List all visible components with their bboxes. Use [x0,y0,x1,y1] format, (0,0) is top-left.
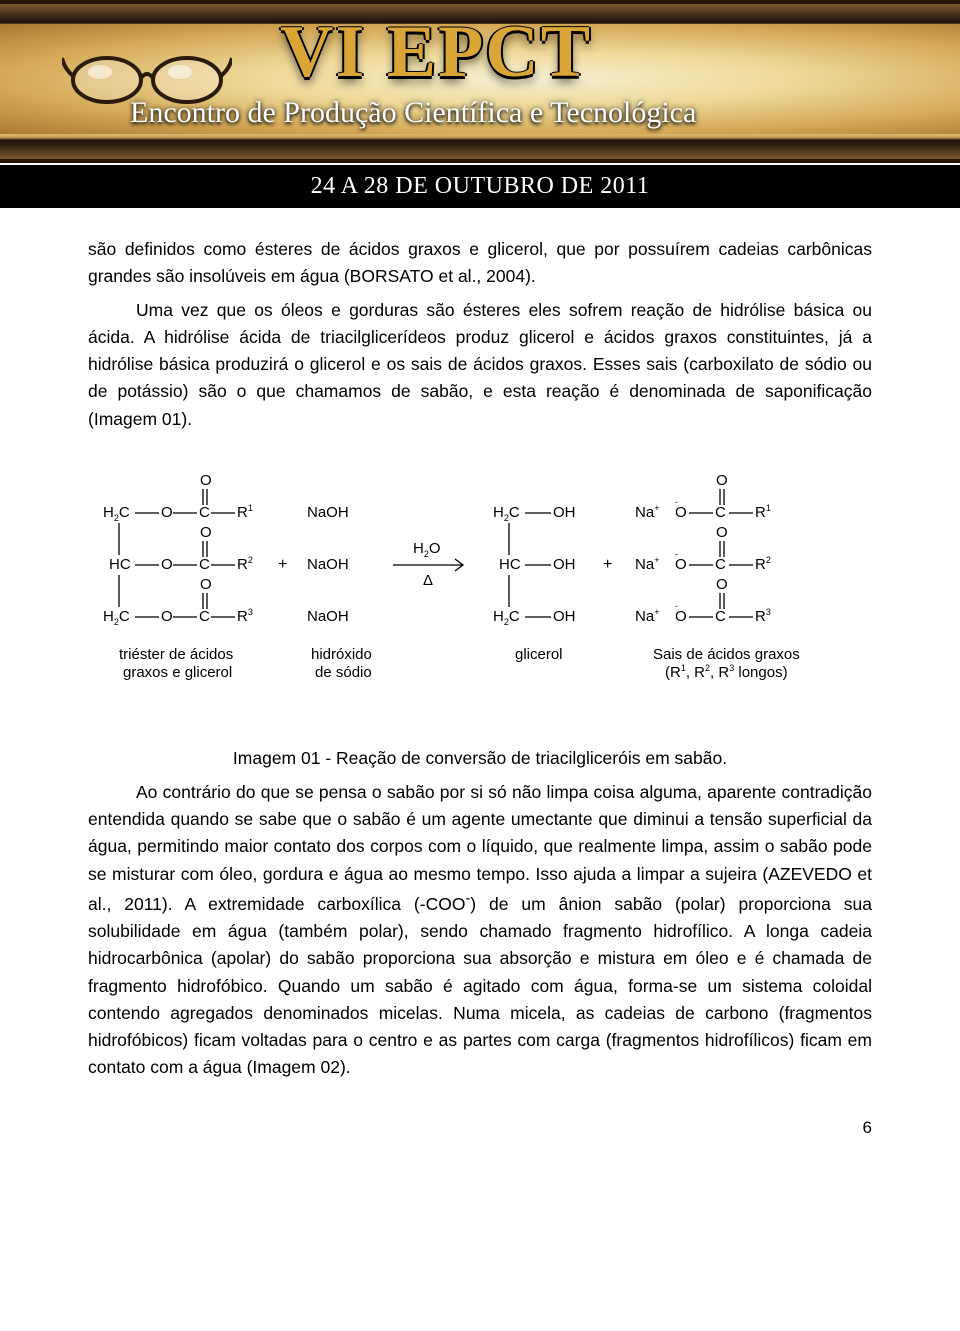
svg-text:-: - [675,497,678,507]
svg-text:C: C [715,504,726,521]
svg-text:+: + [278,556,287,573]
svg-text:H2C: H2C [103,504,130,523]
svg-text:NaOH: NaOH [307,608,349,625]
banner-dates: 24 A 28 DE OUTUBRO DE 2011 [0,165,960,208]
svg-text:O: O [161,556,173,573]
svg-text:-: - [675,601,678,611]
svg-text:NaOH: NaOH [307,556,349,573]
banner-title: VI EPCT [280,10,592,95]
svg-text:R2: R2 [755,555,771,573]
svg-text:C: C [715,556,726,573]
svg-text:Sais de ácidos graxos: Sais de ácidos graxos [653,646,800,663]
svg-text:O: O [200,524,212,541]
svg-text:R3: R3 [237,607,253,625]
conference-banner: VI EPCT Encontro de Produção Científica … [0,0,960,165]
svg-text:HC: HC [109,556,131,573]
svg-text:R3: R3 [755,607,771,625]
svg-text:triéster de ácidos: triéster de ácidos [119,646,233,663]
saponification-diagram: H2C O C O R1 HC O [93,469,868,737]
paragraph-3b: ) de um ânion sabão (polar) proporciona … [88,894,872,1078]
svg-text:O: O [161,608,173,625]
svg-text:Na+: Na+ [635,555,659,573]
paragraph-2: Uma vez que os óleos e gorduras são éste… [88,297,872,433]
svg-text:-: - [675,549,678,559]
svg-text:O: O [200,472,212,489]
svg-text:R1: R1 [755,503,771,521]
svg-text:O: O [716,472,728,489]
svg-text:C: C [715,608,726,625]
svg-text:C: C [199,608,210,625]
figure-caption: Imagem 01 - Reação de conversão de triac… [88,745,872,772]
svg-text:glicerol: glicerol [515,646,563,663]
banner-subtitle: Encontro de Produção Científica e Tecnol… [130,96,696,130]
svg-text:H2O: H2O [413,540,441,559]
svg-text:C: C [199,556,210,573]
page-number: 6 [0,1088,960,1168]
svg-text:de sódio: de sódio [315,664,372,681]
svg-text:H2C: H2C [103,608,130,627]
svg-text:O: O [161,504,173,521]
svg-text:O: O [716,576,728,593]
body-content: são definidos como ésteres de ácidos gra… [0,208,960,1082]
svg-text:graxos e glicerol: graxos e glicerol [123,664,232,681]
paragraph-3: Ao contrário do que se pensa o sabão por… [88,779,872,1082]
svg-text:OH: OH [553,608,576,625]
svg-text:OH: OH [553,556,576,573]
svg-text:H2C: H2C [493,504,520,523]
svg-text:+: + [603,556,612,573]
paragraph-1: são definidos como ésteres de ácidos gra… [88,236,872,291]
svg-text:HC: HC [499,556,521,573]
svg-text:Δ: Δ [423,572,433,589]
page-root: VI EPCT Encontro de Produção Científica … [0,0,960,1168]
svg-text:Na+: Na+ [635,503,659,521]
svg-text:H2C: H2C [493,608,520,627]
svg-text:hidróxido: hidróxido [311,646,372,663]
svg-text:NaOH: NaOH [307,504,349,521]
svg-text:R1: R1 [237,503,253,521]
svg-text:O: O [200,576,212,593]
svg-text:C: C [199,504,210,521]
svg-text:(R1, R2, R3 longos): (R1, R2, R3 longos) [665,663,788,681]
svg-text:OH: OH [553,504,576,521]
svg-text:R2: R2 [237,555,253,573]
svg-text:Na+: Na+ [635,607,659,625]
svg-text:O: O [716,524,728,541]
